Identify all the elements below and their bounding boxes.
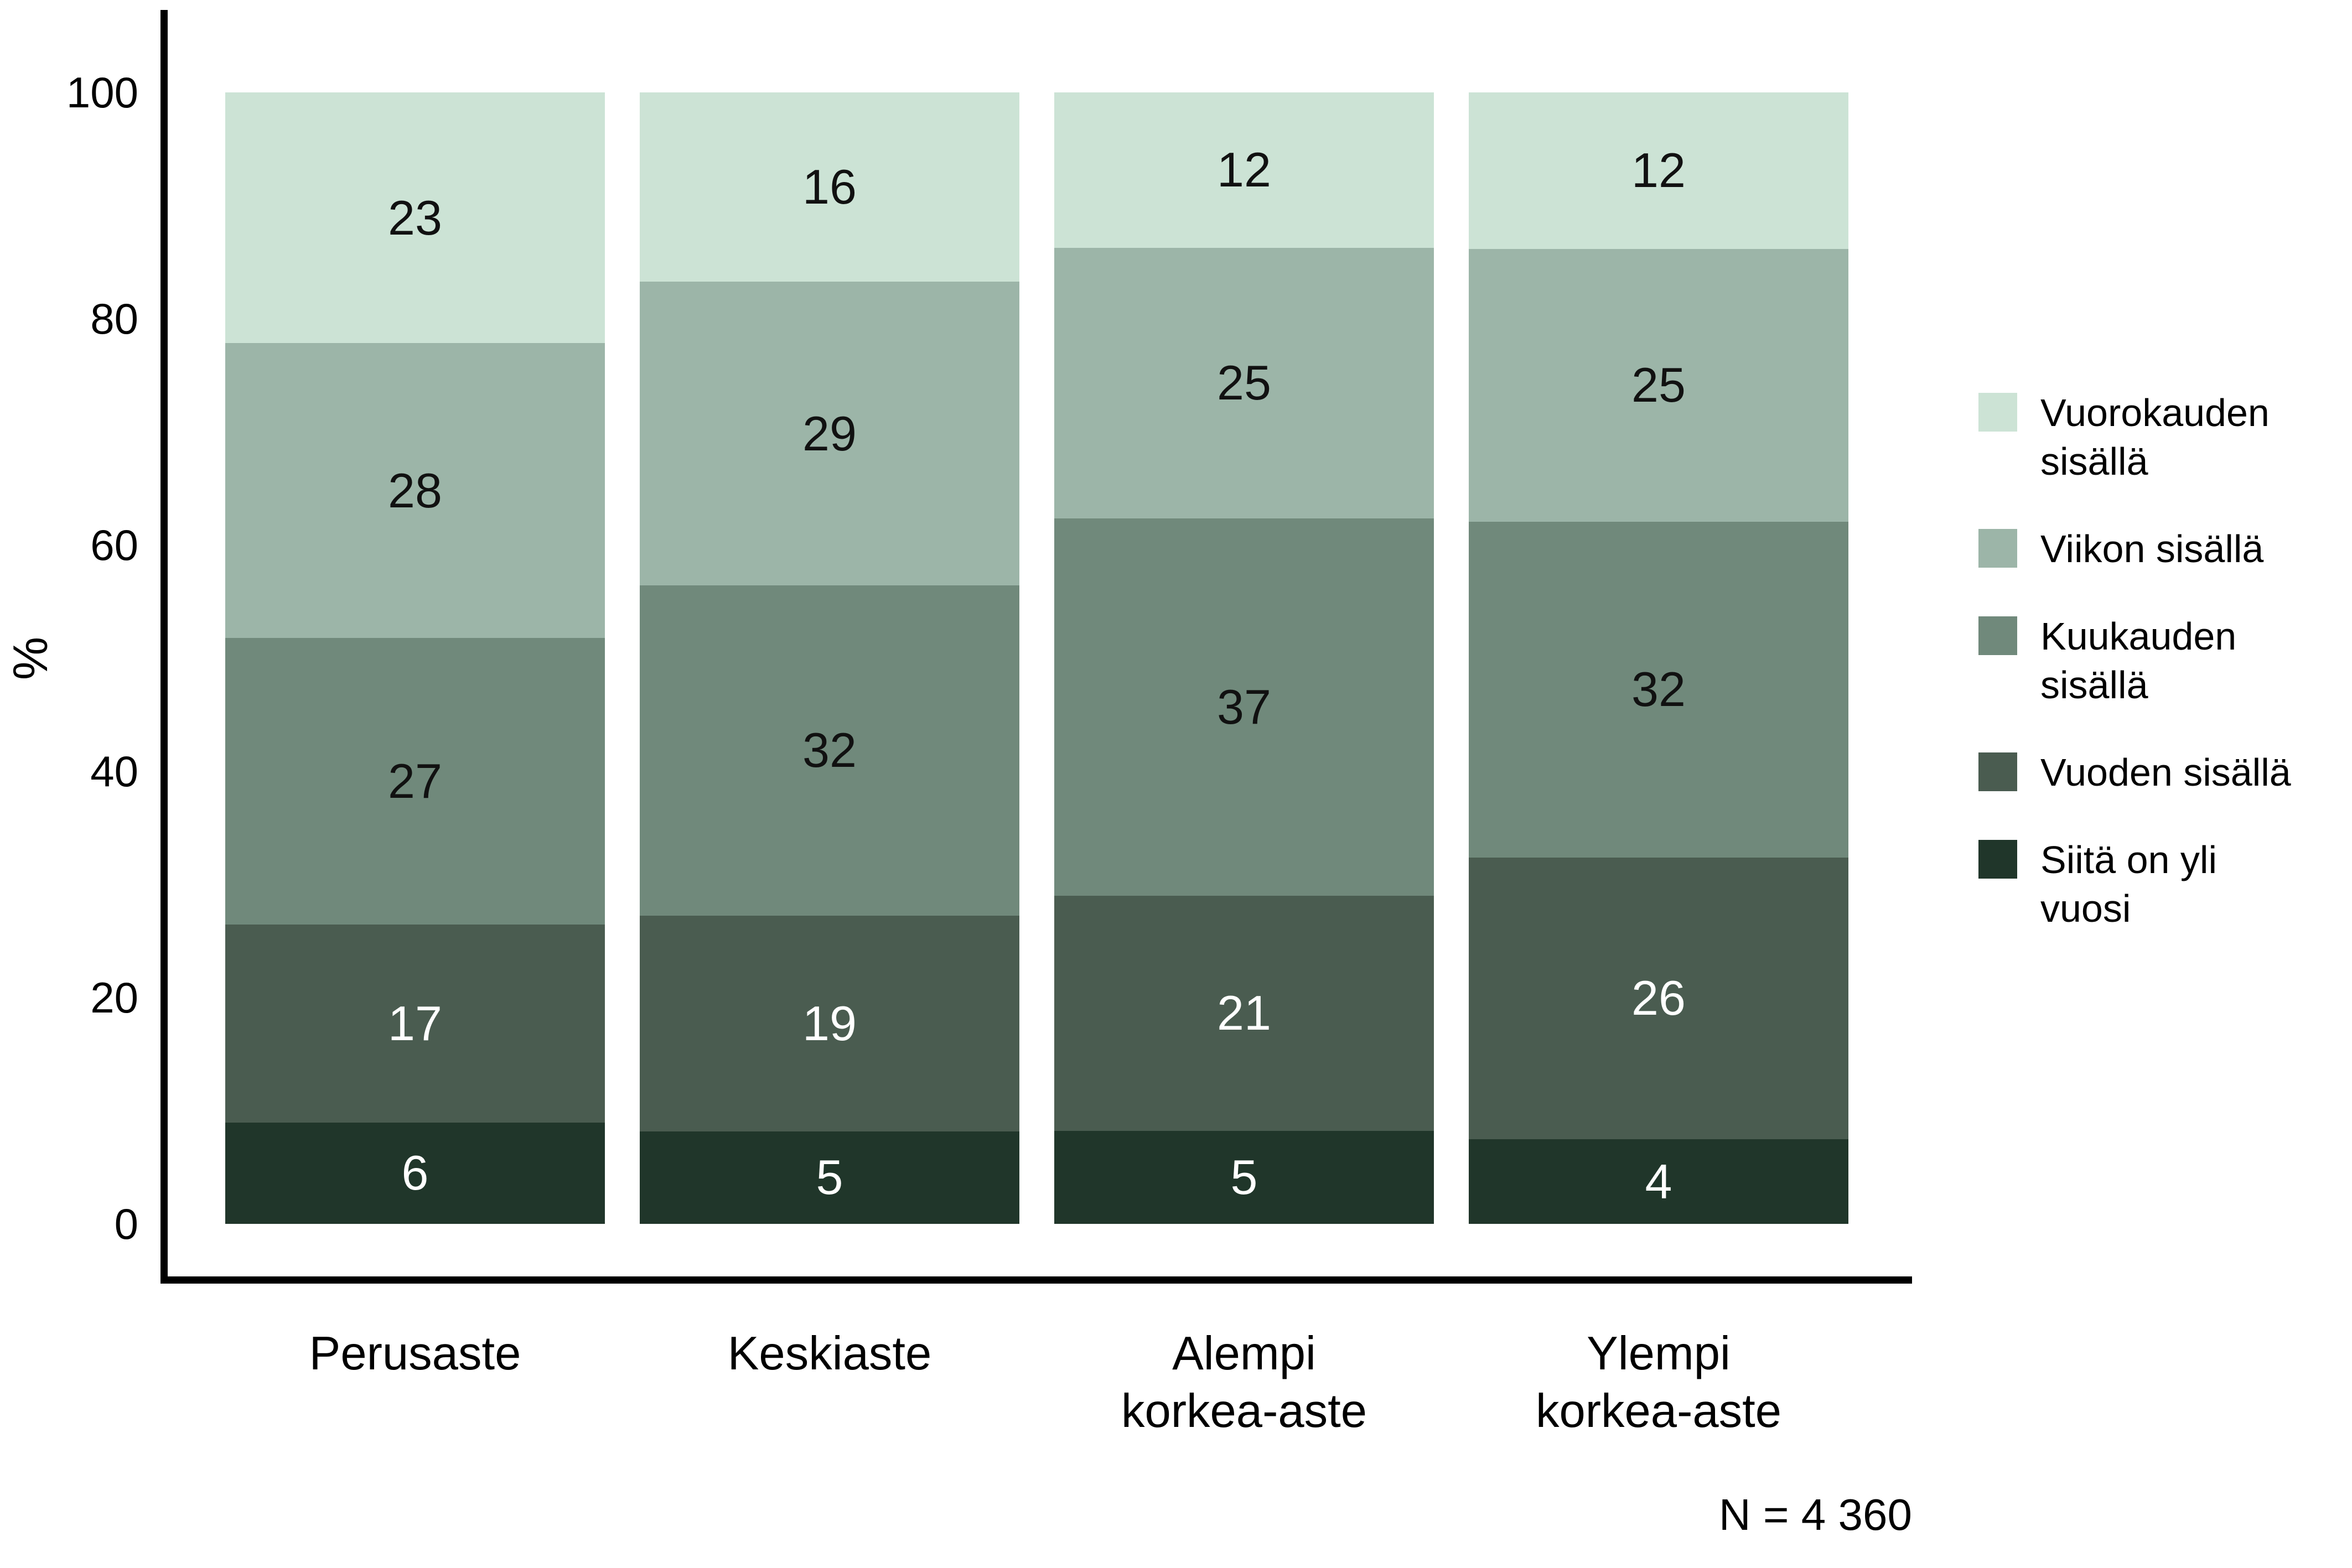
- segment-value-label: 17: [388, 995, 442, 1051]
- segment-value-label: 21: [1217, 985, 1271, 1041]
- x-category-label: Perusaste: [166, 1325, 664, 1383]
- x-category-label-line: korkea-aste: [1121, 1385, 1367, 1437]
- legend-label: Vuoden sisällä: [2040, 748, 2291, 797]
- legend-label-line: Viikon sisällä: [2040, 527, 2264, 570]
- bar-segment: 25: [1054, 247, 1434, 518]
- y-axis-title: %: [3, 636, 58, 681]
- bar-segment: 17: [225, 924, 605, 1123]
- legend-label-line: sisällä: [2040, 663, 2148, 707]
- segment-value-label: 32: [802, 723, 857, 778]
- y-tick-label: 100: [66, 68, 138, 117]
- bar-segment: 29: [640, 282, 1019, 586]
- y-tick-label: 40: [90, 747, 138, 796]
- bar-segment: 32: [1469, 521, 1848, 858]
- bar-segment: 27: [225, 638, 605, 925]
- bar-alempi-korkea-aste: 5 21 37 25 12: [1054, 92, 1434, 1224]
- bar-keskiaste: 5 19 32 29 16: [640, 92, 1019, 1224]
- segment-value-label: 5: [816, 1150, 843, 1205]
- segment-value-label: 32: [1631, 662, 1686, 717]
- x-category-label: Keskiaste: [581, 1325, 1079, 1383]
- bar-ylempi-korkea-aste: 4 26 32 25 12: [1469, 92, 1848, 1224]
- segment-value-label: 16: [802, 159, 857, 215]
- x-category-label-line: Alempi: [1172, 1327, 1316, 1380]
- segment-value-label: 12: [1217, 142, 1271, 198]
- bar-segment: 28: [225, 343, 605, 638]
- legend-label-line: sisällä: [2040, 440, 2148, 483]
- bar-segment: 12: [1054, 92, 1434, 248]
- y-tick-label: 0: [114, 1200, 138, 1248]
- x-category-label-line: Perusaste: [309, 1327, 521, 1380]
- bar-segment: 32: [640, 585, 1019, 916]
- bar-segment: 19: [640, 915, 1019, 1131]
- legend-item: Kuukauden sisällä: [1978, 612, 2291, 709]
- segment-value-label: 12: [1631, 143, 1686, 198]
- x-category-label: Ylempi korkea-aste: [1410, 1325, 1908, 1440]
- segment-value-label: 28: [388, 463, 442, 518]
- legend-label: Kuukauden sisällä: [2040, 612, 2236, 709]
- segment-value-label: 37: [1217, 679, 1271, 734]
- legend-label-line: Kuukauden: [2040, 615, 2237, 658]
- legend-item: Viikon sisällä: [1978, 525, 2291, 573]
- legend-swatch: [1978, 616, 2017, 655]
- x-category-label-line: Keskiaste: [727, 1327, 932, 1380]
- legend-item: Siitä on yli vuosi: [1978, 835, 2291, 933]
- legend-swatch: [1978, 840, 2017, 879]
- segment-value-label: 26: [1631, 970, 1686, 1026]
- segment-value-label: 25: [1631, 357, 1686, 413]
- x-category-label-line: Ylempi: [1587, 1327, 1731, 1380]
- bar-segment: 5: [640, 1131, 1019, 1224]
- legend-label-line: vuosi: [2040, 887, 2131, 930]
- segment-value-label: 27: [388, 753, 442, 808]
- y-axis-line: [160, 10, 168, 1284]
- legend-label: Siitä on yli vuosi: [2040, 835, 2217, 933]
- segment-value-label: 25: [1217, 355, 1271, 411]
- segment-value-label: 29: [802, 406, 857, 461]
- x-axis-line: [160, 1276, 1912, 1284]
- bar-segment: 26: [1469, 857, 1848, 1140]
- legend-label: Vuorokauden sisällä: [2040, 388, 2270, 486]
- bar-segment: 25: [1469, 248, 1848, 522]
- bar-segment: 6: [225, 1122, 605, 1224]
- segment-value-label: 4: [1645, 1154, 1672, 1209]
- bar-segment: 37: [1054, 518, 1434, 896]
- segment-value-label: 5: [1230, 1149, 1258, 1204]
- x-category-label: Alempi korkea-aste: [995, 1325, 1493, 1440]
- legend-label-line: Siitä on yli: [2040, 838, 2218, 881]
- sample-size-note: N = 4 360: [1718, 1490, 1912, 1539]
- y-tick-label: 20: [90, 973, 138, 1022]
- bar-segment: 5: [1054, 1130, 1434, 1224]
- legend-label-line: Vuorokauden: [2040, 391, 2270, 434]
- bar-segment: 4: [1469, 1139, 1848, 1224]
- legend-swatch: [1978, 393, 2017, 432]
- legend-item: Vuorokauden sisällä: [1978, 388, 2291, 486]
- segment-value-label: 6: [401, 1145, 429, 1201]
- bar-segment: 21: [1054, 895, 1434, 1131]
- bar-segment: 16: [640, 92, 1019, 282]
- bar-segment: 12: [1469, 92, 1848, 249]
- segment-value-label: 23: [388, 190, 442, 245]
- bar-perusaste: 6 17 27 28 23: [225, 92, 605, 1224]
- legend-swatch: [1978, 752, 2017, 791]
- segment-value-label: 19: [802, 995, 857, 1051]
- y-tick-label: 80: [90, 294, 138, 343]
- legend-label: Viikon sisällä: [2040, 525, 2263, 573]
- legend-item: Vuoden sisällä: [1978, 748, 2291, 797]
- bar-segment: 23: [225, 92, 605, 344]
- legend: Vuorokauden sisällä Viikon sisällä Kuukaude…: [1978, 388, 2291, 933]
- x-category-label-line: korkea-aste: [1535, 1385, 1782, 1437]
- legend-swatch: [1978, 529, 2017, 568]
- legend-label-line: Vuoden sisällä: [2040, 751, 2291, 794]
- y-tick-label: 60: [90, 521, 138, 569]
